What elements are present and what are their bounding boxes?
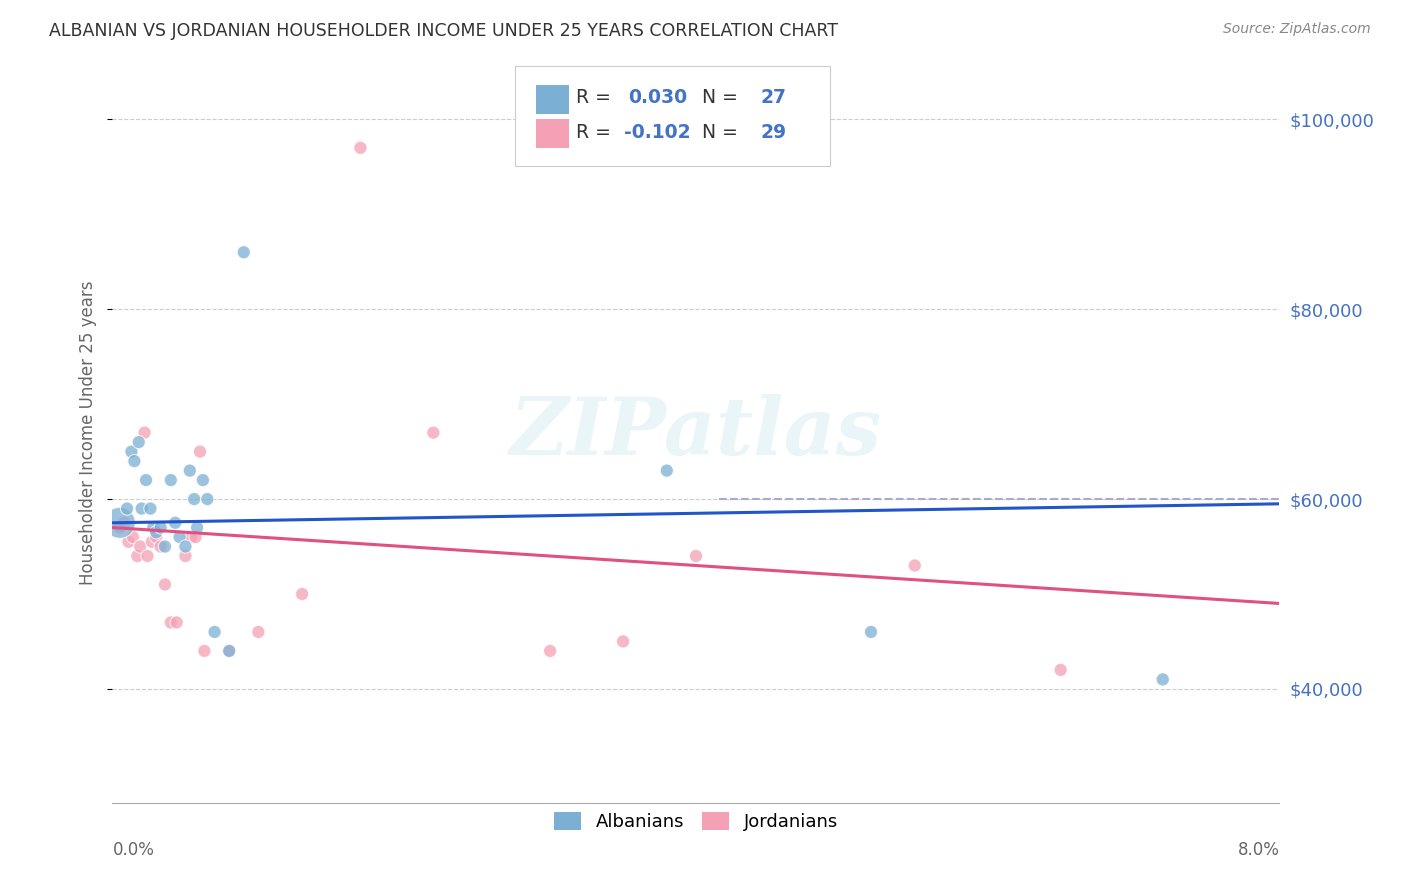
Point xyxy=(149,520,172,534)
Point xyxy=(129,540,152,554)
Point xyxy=(204,624,226,639)
Point xyxy=(128,435,150,450)
Point xyxy=(655,464,678,478)
Point xyxy=(135,473,157,487)
Text: 27: 27 xyxy=(761,88,786,107)
Point xyxy=(247,624,270,639)
Point xyxy=(149,540,172,554)
Point xyxy=(124,454,146,468)
Point xyxy=(174,549,197,563)
Point xyxy=(218,644,240,658)
Point xyxy=(193,644,215,658)
Point xyxy=(145,525,167,540)
Point xyxy=(153,577,176,591)
Point xyxy=(139,501,162,516)
Point xyxy=(422,425,444,440)
Point xyxy=(122,530,145,544)
Point xyxy=(120,444,142,458)
Point xyxy=(184,530,207,544)
Point xyxy=(538,644,561,658)
Text: 8.0%: 8.0% xyxy=(1237,841,1279,859)
Point xyxy=(142,520,165,534)
Text: 29: 29 xyxy=(761,122,786,142)
Point xyxy=(153,540,176,554)
Point xyxy=(183,491,205,506)
Text: 0.030: 0.030 xyxy=(628,88,688,107)
Text: N =: N = xyxy=(690,88,744,107)
Point xyxy=(169,530,191,544)
Point xyxy=(174,540,197,554)
Point xyxy=(141,534,163,549)
Point xyxy=(108,520,131,534)
Point xyxy=(612,634,634,648)
Text: R =: R = xyxy=(576,88,617,107)
Point xyxy=(145,530,167,544)
Point xyxy=(685,549,707,563)
Point xyxy=(188,444,211,458)
Point xyxy=(218,644,240,658)
Point xyxy=(134,425,156,440)
Point xyxy=(112,516,135,530)
FancyBboxPatch shape xyxy=(536,120,569,147)
Point xyxy=(1152,673,1174,687)
Point xyxy=(179,464,201,478)
Point xyxy=(166,615,188,630)
Text: Source: ZipAtlas.com: Source: ZipAtlas.com xyxy=(1223,22,1371,37)
Point xyxy=(165,516,187,530)
Point xyxy=(127,549,149,563)
Point xyxy=(1049,663,1071,677)
Point xyxy=(180,530,202,544)
Point xyxy=(191,473,214,487)
Text: 0.0%: 0.0% xyxy=(112,841,155,859)
FancyBboxPatch shape xyxy=(536,86,569,113)
Text: ALBANIAN VS JORDANIAN HOUSEHOLDER INCOME UNDER 25 YEARS CORRELATION CHART: ALBANIAN VS JORDANIAN HOUSEHOLDER INCOME… xyxy=(49,22,838,40)
Point xyxy=(115,501,138,516)
Text: N =: N = xyxy=(690,122,744,142)
Point xyxy=(136,549,159,563)
Point xyxy=(131,501,153,516)
Point xyxy=(349,141,371,155)
Text: ZIPatlas: ZIPatlas xyxy=(510,394,882,471)
Point xyxy=(232,245,254,260)
Text: -0.102: -0.102 xyxy=(624,122,690,142)
FancyBboxPatch shape xyxy=(515,66,830,166)
Point xyxy=(160,473,183,487)
Point xyxy=(291,587,314,601)
Point xyxy=(160,615,183,630)
Legend: Albanians, Jordanians: Albanians, Jordanians xyxy=(547,805,845,838)
Point xyxy=(117,534,139,549)
Point xyxy=(108,516,131,530)
Y-axis label: Householder Income Under 25 years: Householder Income Under 25 years xyxy=(79,280,97,585)
Point xyxy=(904,558,927,573)
Point xyxy=(860,624,883,639)
Point xyxy=(195,491,218,506)
Point xyxy=(186,520,208,534)
Text: R =: R = xyxy=(576,122,617,142)
